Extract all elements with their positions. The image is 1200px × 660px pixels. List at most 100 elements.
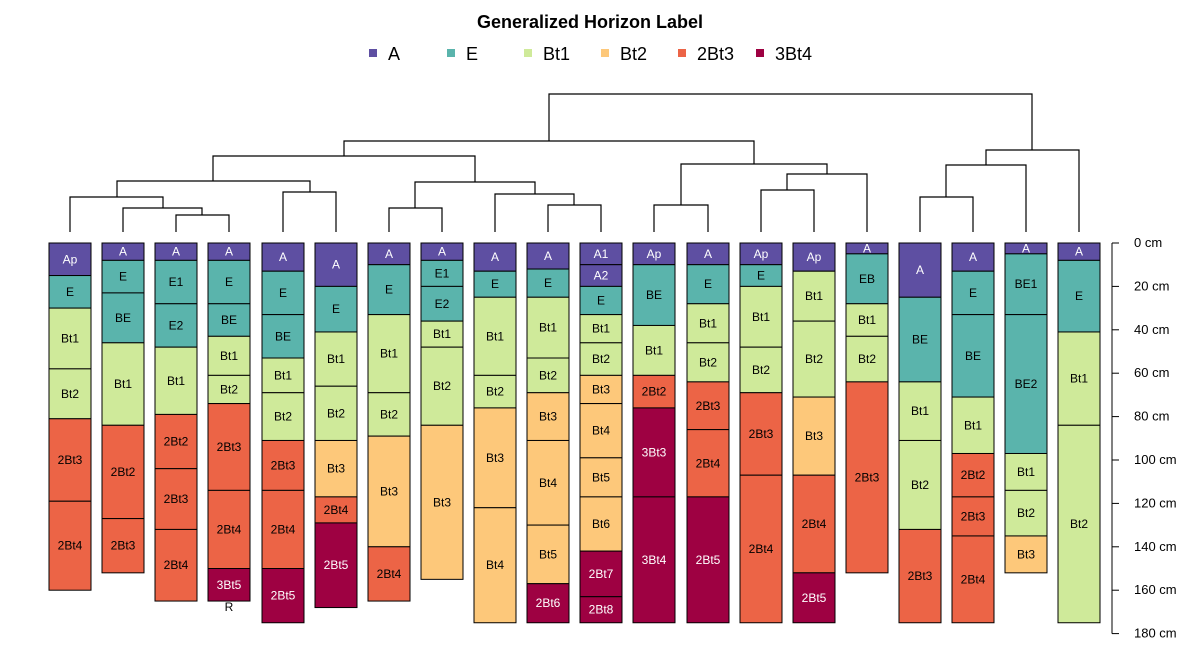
horizon-label: Bt2 [327, 406, 345, 420]
horizon-label: BE [221, 313, 237, 327]
horizon-block [526, 357, 570, 394]
soil-profile: Ap E Bt1 Bt2 2Bt3 2Bt4 [739, 242, 783, 624]
horizon-label: 2Bt2 [164, 435, 189, 449]
horizon-label: A [544, 249, 552, 263]
horizon-label: E [597, 294, 605, 308]
horizon-block [1004, 452, 1048, 491]
dendrogram-link [919, 196, 974, 232]
horizon-label: 2Bt4 [324, 503, 349, 517]
horizon-label: A [279, 250, 287, 264]
horizon-block [951, 270, 995, 316]
horizon-label: 2Bt2 [111, 465, 136, 479]
horizon-label: 2Bt7 [589, 567, 614, 581]
horizon-label: E [704, 277, 712, 291]
horizon-block [367, 314, 411, 394]
horizon-block [632, 496, 676, 624]
horizon-label: 2Bt3 [217, 440, 242, 454]
legend-swatch-3bt4 [756, 49, 764, 57]
horizon-label: Bt2 [858, 352, 876, 366]
horizon-label: 2Bt3 [58, 453, 83, 467]
depth-tick-label: 140 cm [1134, 539, 1177, 554]
horizon-block [632, 264, 676, 326]
horizon-block [314, 496, 358, 524]
horizon-block [579, 285, 623, 316]
legend: A E Bt1 Bt2 2Bt3 3Bt4 [369, 44, 812, 64]
dendrogram-link [388, 207, 443, 232]
horizon-label: 2Bt3 [164, 492, 189, 506]
soil-profile: A BE1 BE2 Bt1 Bt2 Bt3 [1004, 241, 1048, 574]
horizon-label: 2Bt4 [58, 539, 83, 553]
horizon-label: Bt2 [592, 352, 610, 366]
horizon-block [367, 392, 411, 437]
horizon-block [1004, 489, 1048, 537]
horizon-block [739, 392, 783, 476]
soil-profile: Ap Bt1 Bt2 Bt3 2Bt4 2Bt5 [792, 242, 836, 624]
horizon-block [951, 496, 995, 537]
horizon-block [792, 396, 836, 476]
horizon-label: Bt2 [752, 363, 770, 377]
horizon-label: Bt2 [805, 352, 823, 366]
horizon-label: Bt2 [61, 387, 79, 401]
horizon-label: A1 [594, 247, 609, 261]
horizon-block [261, 357, 305, 394]
horizon-label: E1 [435, 266, 450, 280]
horizon-label: Bt1 [486, 329, 504, 343]
horizon-label: Bt2 [274, 410, 292, 424]
horizon-label: Bt1 [911, 404, 929, 418]
legend-label-a: A [388, 44, 400, 64]
horizon-block [898, 528, 942, 624]
horizon-block [792, 270, 836, 322]
horizon-label: Ap [754, 247, 769, 261]
horizon-label: 2Bt3 [855, 470, 880, 484]
horizon-label: E [66, 285, 74, 299]
horizon-label: Bt1 [805, 289, 823, 303]
legend-label-bt1: Bt1 [543, 44, 570, 64]
horizon-label: E [332, 302, 340, 316]
horizon-label: E [225, 275, 233, 289]
horizon-label: A2 [594, 269, 609, 283]
horizon-block [261, 489, 305, 570]
horizon-label: 2Bt3 [908, 569, 933, 583]
horizon-block [632, 324, 676, 376]
horizon-label: 2Bt3 [749, 427, 774, 441]
horizon-label: Bt3 [1017, 547, 1035, 561]
horizon-label: 2Bt3 [111, 539, 136, 553]
soil-profile: A EB Bt1 Bt2 2Bt3 [845, 241, 889, 574]
soil-profile: A E BE Bt1 Bt2 2Bt3 2Bt4 3Bt5 R [207, 242, 251, 614]
horizon-label: A [916, 263, 924, 277]
horizon-block [207, 568, 251, 602]
legend-label-e: E [466, 44, 478, 64]
horizon-label: A [438, 245, 446, 259]
horizon-block [48, 368, 92, 420]
dendrogram-link [680, 163, 828, 205]
depth-tick-label: 80 cm [1134, 409, 1169, 424]
horizon-label: Ap [647, 247, 662, 261]
horizon-label: Bt5 [592, 470, 610, 484]
horizon-label: 2Bt2 [961, 468, 986, 482]
horizon-block [579, 550, 623, 598]
horizon-label: BE [646, 288, 662, 302]
horizon-block [526, 392, 570, 441]
horizon-block [579, 457, 623, 498]
depth-tick-label: 180 cm [1134, 626, 1177, 641]
horizon-block [686, 429, 730, 498]
legend-label-2bt3: 2Bt3 [697, 44, 734, 64]
horizon-label: Bt1 [539, 321, 557, 335]
dendrogram [69, 93, 1080, 232]
soil-profile: A E BE Bt1 2Bt2 2Bt3 2Bt4 [951, 242, 995, 624]
soil-profile: Ap BE Bt1 2Bt2 3Bt3 3Bt4 [632, 242, 676, 624]
legend-label-bt2: Bt2 [620, 44, 647, 64]
soil-profile: A E Bt1 Bt2 [1057, 242, 1101, 624]
horizon-label: A [225, 245, 233, 259]
horizon-block [526, 242, 570, 270]
horizon-label: Bt6 [592, 517, 610, 531]
horizon-block [48, 500, 92, 591]
dendrogram-link [175, 214, 230, 232]
horizon-label: Bt5 [539, 547, 557, 561]
horizon-label: A [332, 258, 340, 272]
depth-tick-label: 0 cm [1134, 235, 1162, 250]
horizon-label: 2Bt4 [164, 558, 189, 572]
horizon-label: Bt2 [433, 379, 451, 393]
horizon-block [739, 285, 783, 348]
horizon-block [951, 535, 995, 624]
